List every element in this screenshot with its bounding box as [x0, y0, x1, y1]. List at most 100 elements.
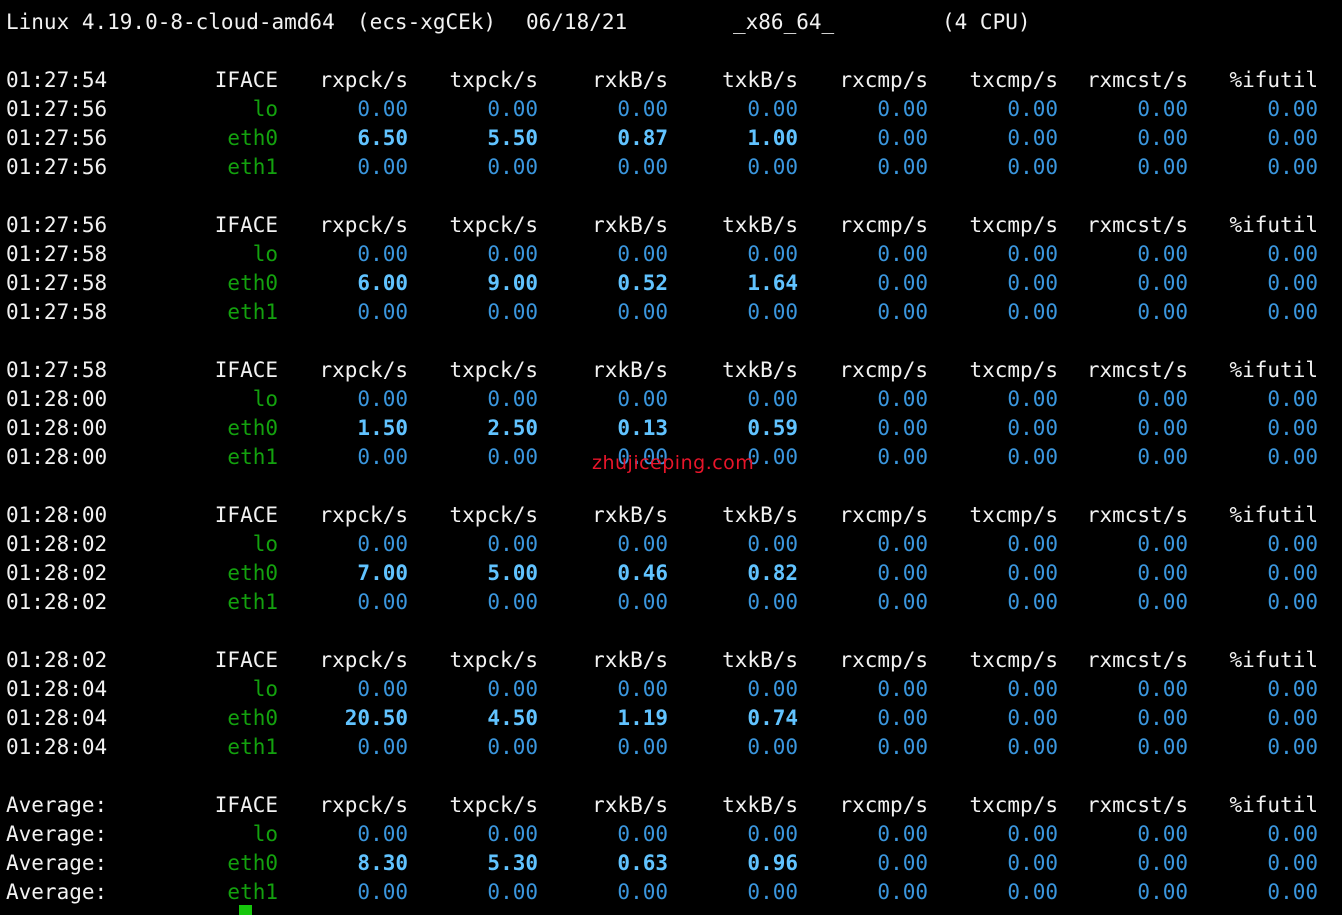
row-value: 0.74 [747, 706, 798, 730]
row-time: 01:28:04 [6, 706, 108, 730]
row-value: 20.50 [344, 706, 408, 730]
row-value: 7.00 [357, 561, 408, 585]
row-time: Average: [6, 822, 108, 846]
row-value: 0.00 [1267, 387, 1318, 411]
row-value: 1.00 [747, 126, 798, 150]
row-value: 0.00 [1137, 97, 1188, 121]
column-header: rxmcst/s [1086, 358, 1188, 382]
stats-row: 01:28:04 lo 0.00 0.00 0.00 0.00 0.00 0.00 0.00 0.… [0, 675, 1342, 704]
row-value: 0.00 [617, 242, 668, 266]
row-value: 0.00 [747, 387, 798, 411]
block-header-row: 01:27:56 IFACE rxpck/s txpck/s rxkB/s txkB/s r… [0, 211, 1342, 240]
row-iface: eth0 [227, 706, 278, 730]
row-value: 0.00 [1007, 155, 1058, 179]
row-value: 0.00 [1137, 126, 1188, 150]
row-value: 0.00 [1137, 242, 1188, 266]
column-header: txcmp/s [969, 793, 1058, 817]
row-value: 0.00 [487, 822, 538, 846]
row-value: 0.00 [877, 735, 928, 759]
row-value: 0.00 [1267, 880, 1318, 904]
row-iface: lo [252, 677, 278, 701]
row-value: 0.00 [487, 880, 538, 904]
row-time: 01:28:02 [6, 532, 108, 556]
row-value: 0.00 [357, 590, 408, 614]
row-value: 0.00 [617, 387, 668, 411]
stats-row: 01:28:02 eth1 0.00 0.00 0.00 0.00 0.00 0.00 0.00… [0, 588, 1342, 617]
row-iface: lo [252, 97, 278, 121]
column-header: rxpck/s [319, 358, 408, 382]
row-iface: eth1 [227, 300, 278, 324]
row-value: 0.00 [1267, 300, 1318, 324]
row-value: 0.00 [1267, 126, 1318, 150]
stats-row: 01:28:04 eth0 20.50 4.50 1.19 0.74 0.00 0.00 0.0… [0, 704, 1342, 733]
row-value: 0.00 [487, 155, 538, 179]
row-value: 0.00 [747, 155, 798, 179]
row-value: 0.00 [617, 677, 668, 701]
row-time: 01:27:58 [6, 271, 108, 295]
column-header: rxkB/s [592, 503, 668, 527]
column-header: txcmp/s [969, 358, 1058, 382]
row-iface: eth1 [227, 735, 278, 759]
row-value: 0.00 [1137, 851, 1188, 875]
row-iface: eth0 [227, 271, 278, 295]
column-header-iface: IFACE [214, 503, 278, 527]
column-header: txkB/s [722, 793, 798, 817]
row-time: 01:28:02 [6, 590, 108, 614]
block-header-row: 01:27:54 IFACE rxpck/s txpck/s rxkB/s txkB/s r… [0, 66, 1342, 95]
row-time: 01:27:58 [6, 242, 108, 266]
row-time: 01:28:00 [6, 445, 108, 469]
stats-row: Average: lo 0.00 0.00 0.00 0.00 0.00 0.00 0.00 0.… [0, 820, 1342, 849]
column-header: rxpck/s [319, 648, 408, 672]
stats-row: 01:28:02 eth0 7.00 5.00 0.46 0.82 0.00 0.00 0.00… [0, 559, 1342, 588]
row-value: 0.00 [357, 155, 408, 179]
row-value: 0.63 [617, 851, 668, 875]
row-value: 0.00 [617, 822, 668, 846]
row-value: 0.00 [487, 532, 538, 556]
column-header: txcmp/s [969, 648, 1058, 672]
column-header: rxcmp/s [839, 213, 928, 237]
block-header-row: 01:28:02 IFACE rxpck/s txpck/s rxkB/s txkB/s r… [0, 646, 1342, 675]
row-value: 9.00 [487, 271, 538, 295]
report-date: 06/18/21 [526, 10, 628, 34]
row-value: 0.00 [1007, 590, 1058, 614]
row-value: 0.00 [1267, 561, 1318, 585]
row-value: 2.50 [487, 416, 538, 440]
row-value: 1.64 [747, 271, 798, 295]
column-header: rxkB/s [592, 648, 668, 672]
row-value: 0.00 [747, 822, 798, 846]
column-header: txpck/s [449, 68, 538, 92]
column-header: %ifutil [1229, 213, 1318, 237]
stats-row: 01:27:56 eth1 0.00 0.00 0.00 0.00 0.00 0.00 0.00… [0, 153, 1342, 182]
column-header: rxkB/s [592, 358, 668, 382]
row-value: 0.00 [1137, 880, 1188, 904]
row-iface: lo [252, 242, 278, 266]
row-time: 01:28:04 [6, 677, 108, 701]
row-value: 0.00 [747, 97, 798, 121]
stats-row: 01:28:00 lo 0.00 0.00 0.00 0.00 0.00 0.00 0.00 0.… [0, 385, 1342, 414]
row-value: 0.00 [1267, 97, 1318, 121]
row-value: 0.00 [617, 532, 668, 556]
column-header: txpck/s [449, 213, 538, 237]
row-value: 6.00 [357, 271, 408, 295]
header-time: 01:27:58 [6, 358, 108, 382]
row-value: 0.00 [1267, 677, 1318, 701]
row-value: 0.00 [747, 735, 798, 759]
row-value: 0.46 [617, 561, 668, 585]
row-time: Average: [6, 851, 108, 875]
row-value: 0.13 [617, 416, 668, 440]
row-time: 01:27:56 [6, 126, 108, 150]
row-value: 5.50 [487, 126, 538, 150]
row-time: 01:28:04 [6, 735, 108, 759]
row-iface: lo [252, 822, 278, 846]
column-header: txcmp/s [969, 68, 1058, 92]
architecture: _x86_64_ [733, 10, 835, 34]
block-header-row: 01:28:00 IFACE rxpck/s txpck/s rxkB/s txkB/s r… [0, 501, 1342, 530]
row-value: 0.00 [487, 242, 538, 266]
row-time: 01:27:56 [6, 155, 108, 179]
row-value: 0.00 [1267, 851, 1318, 875]
row-value: 0.00 [747, 590, 798, 614]
row-value: 0.00 [1267, 242, 1318, 266]
stats-row: 01:28:00 eth0 1.50 2.50 0.13 0.59 0.00 0.00 0.00… [0, 414, 1342, 443]
column-header: rxpck/s [319, 213, 408, 237]
